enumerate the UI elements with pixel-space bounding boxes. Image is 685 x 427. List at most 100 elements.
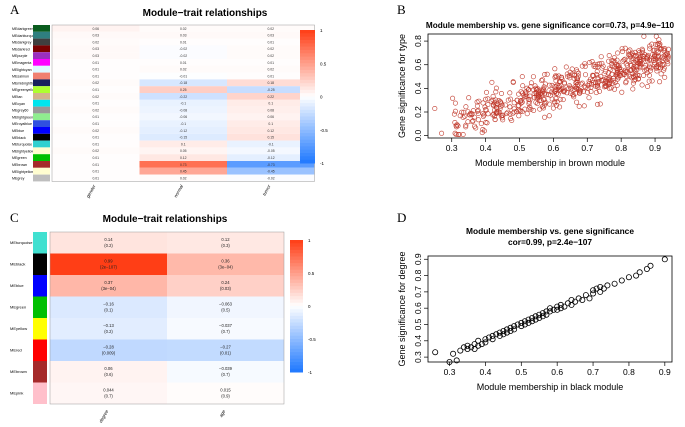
scatter-b-point [530, 74, 536, 80]
scatter-b-point [499, 112, 505, 118]
heatmap-c-legend-step [290, 362, 303, 366]
heatmap-a-legend-step [300, 63, 315, 68]
scatter-b-point [651, 62, 657, 68]
heatmap-a-cell [227, 140, 315, 148]
heatmap-a-cell-value: 0.01 [92, 122, 99, 126]
scatter-d-point [597, 283, 604, 290]
scatter-b-point [537, 91, 543, 97]
heatmap-a-row-label: MEgrey [12, 177, 25, 181]
scatter-d-point [471, 345, 478, 352]
scatter-d-point [532, 316, 539, 323]
scatter-b-point [646, 78, 652, 84]
scatter-b-point [526, 99, 532, 105]
heatmap-c-cell [167, 318, 284, 340]
scatter-d-ytick-label: 0.5 [413, 318, 423, 330]
scatter-b-point [485, 102, 491, 108]
heatmap-a-cell [139, 174, 227, 182]
scatter-b-point [524, 111, 530, 117]
heatmap-c-cell [167, 361, 284, 383]
heatmap-a-cell [52, 154, 140, 161]
heatmap-c-cell-pvalue: (0.1) [104, 308, 113, 313]
scatter-b-point [556, 83, 562, 89]
heatmap-c-cell [50, 339, 167, 361]
scatter-b-point [567, 84, 573, 90]
scatter-b-point [563, 64, 569, 70]
scatter-b-point [656, 40, 662, 46]
scatter-b-point [557, 104, 563, 110]
scatter-b-point [566, 85, 572, 91]
scatter-b-point [489, 79, 495, 85]
heatmap-a-cell-value: 0.01 [92, 136, 99, 140]
heatmap-c-legend-step [290, 309, 303, 314]
heatmap-a-cell [227, 147, 315, 155]
heatmap-c-legend-step [290, 299, 303, 304]
scatter-b-point [575, 87, 581, 93]
heatmap-a-cell-value: 0.02 [180, 68, 187, 72]
scatter-d-point [482, 339, 489, 346]
scatter-b-point [549, 89, 555, 95]
scatter-b-point [657, 79, 663, 85]
heatmap-c-column-label: degree [98, 409, 110, 424]
scatter-d-ytick-label: 0.9 [413, 253, 423, 265]
scatter-d-point [475, 337, 482, 344]
scatter-d-point [539, 313, 546, 320]
heatmap-c-cell-value: −0.13 [103, 323, 114, 328]
scatter-b-point [624, 62, 630, 68]
heatmap-a-row-label: MEbrown [12, 163, 27, 167]
scatter-b-point [636, 73, 642, 79]
scatter-b-point [578, 81, 584, 87]
heatmap-a-row-swatch [33, 45, 50, 53]
scatter-b-point [527, 104, 533, 110]
heatmap-a-cell [227, 120, 315, 127]
heatmap-a-row-label: MElightgreen [12, 115, 33, 119]
scatter-b-point [540, 87, 546, 93]
scatter-b-point [594, 72, 600, 78]
scatter-b-point [498, 113, 504, 119]
heatmap-a-cell [139, 65, 227, 73]
scatter-b-point [658, 71, 664, 77]
scatter-b-point [549, 82, 555, 88]
scatter-d-point [525, 319, 532, 326]
scatter-d-point [561, 303, 568, 310]
scatter-b-point [565, 74, 571, 80]
heatmap-c-legend-step [290, 249, 303, 254]
scatter-d-xlabel: Module membership in black module [477, 382, 624, 392]
scatter-b-point [567, 83, 573, 89]
scatter-d-point [432, 349, 439, 356]
heatmap-c-border [49, 231, 285, 405]
scatter-b-point [507, 96, 513, 102]
heatmap-a-cell-value: 0.02 [267, 68, 274, 72]
scatter-b-point [610, 78, 616, 84]
scatter-b-point [630, 52, 636, 58]
scatter-b-point [494, 101, 500, 107]
heatmap-a-cell [52, 120, 140, 127]
scatter-b-point [452, 120, 458, 126]
scatter-b-point [541, 84, 547, 90]
scatter-b-point [665, 52, 671, 58]
heatmap-a-cell [227, 31, 315, 39]
scatter-b-point [630, 80, 636, 86]
scatter-b-point [652, 56, 658, 62]
heatmap-a-legend-tick: -1 [320, 161, 324, 166]
heatmap-a-cell-value: 0.02 [180, 176, 187, 180]
scatter-d-point [507, 324, 514, 331]
scatter-b-point [603, 83, 609, 89]
heatmap-a-legend-step [300, 46, 315, 51]
heatmap-c-row-swatch [33, 318, 47, 340]
scatter-b-point [524, 85, 530, 91]
heatmap-a-cell-value: 0.01 [92, 68, 99, 72]
heatmap-c-cell [167, 275, 284, 297]
scatter-b-point [600, 77, 606, 83]
heatmap-a-row-label: MEsalmon [12, 75, 29, 79]
heatmap-a-cell-value: -0.05 [267, 149, 275, 153]
scatter-b-point [645, 84, 651, 90]
scatter-b-point [519, 109, 525, 115]
heatmap-a-row-swatch [33, 25, 50, 32]
heatmap-a-cell-value: 0.01 [180, 40, 187, 44]
scatter-b-point [647, 68, 653, 74]
scatter-b-point [595, 84, 601, 90]
scatter-b-point [595, 75, 601, 81]
heatmap-a-cell [139, 45, 227, 53]
heatmap-c-legend-step [290, 266, 303, 271]
scatter-b-point [480, 111, 486, 117]
